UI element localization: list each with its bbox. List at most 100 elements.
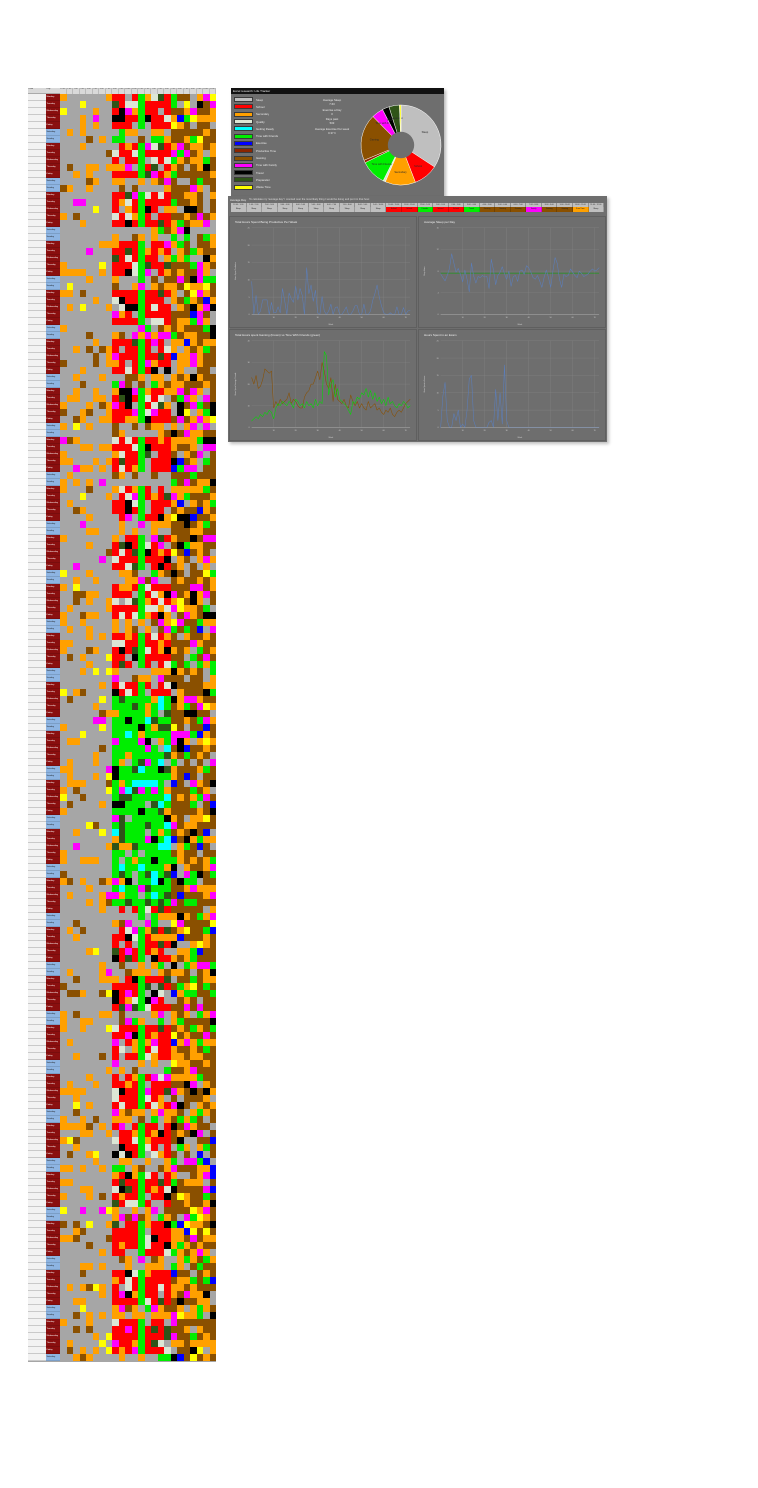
cell-activity[interactable] xyxy=(203,143,210,150)
cell-activity[interactable] xyxy=(157,759,164,766)
cell-activity[interactable] xyxy=(183,451,190,458)
cell-activity[interactable] xyxy=(105,430,112,437)
cell-activity[interactable] xyxy=(164,633,171,640)
cell-activity[interactable] xyxy=(92,941,99,948)
cell-activity[interactable] xyxy=(131,563,138,570)
cell-activity[interactable] xyxy=(60,115,67,122)
cell-activity[interactable] xyxy=(177,297,184,304)
table-row[interactable]: Saturday xyxy=(28,1109,216,1116)
cell-activity[interactable] xyxy=(177,164,184,171)
cell-activity[interactable] xyxy=(196,241,203,248)
cell-activity[interactable] xyxy=(190,290,197,297)
cell-activity[interactable] xyxy=(196,514,203,521)
cell-activity[interactable] xyxy=(131,773,138,780)
cell-activity[interactable] xyxy=(73,654,80,661)
cell-activity[interactable] xyxy=(196,892,203,899)
cell-activity[interactable] xyxy=(86,878,93,885)
cell-activity[interactable] xyxy=(209,192,216,199)
cell-activity[interactable] xyxy=(99,955,106,962)
cell-activity[interactable] xyxy=(209,682,216,689)
cell-activity[interactable] xyxy=(118,1179,125,1186)
cell-activity[interactable] xyxy=(209,444,216,451)
cell-activity[interactable] xyxy=(79,367,86,374)
cell-activity[interactable] xyxy=(164,94,171,101)
cell-activity[interactable] xyxy=(209,752,216,759)
cell-activity[interactable] xyxy=(86,1354,93,1361)
cell-activity[interactable] xyxy=(112,535,119,542)
cell-activity[interactable] xyxy=(112,507,119,514)
cell-activity[interactable] xyxy=(164,381,171,388)
cell-activity[interactable] xyxy=(112,178,119,185)
cell-activity[interactable] xyxy=(177,444,184,451)
cell-activity[interactable] xyxy=(118,178,125,185)
cell-activity[interactable] xyxy=(177,808,184,815)
cell-activity[interactable] xyxy=(99,1116,106,1123)
cell-activity[interactable] xyxy=(79,1088,86,1095)
cell-activity[interactable] xyxy=(164,780,171,787)
cell-activity[interactable] xyxy=(157,416,164,423)
cell-activity[interactable] xyxy=(151,416,158,423)
cell-activity[interactable] xyxy=(92,1165,99,1172)
cell-activity[interactable] xyxy=(170,1200,177,1207)
cell-activity[interactable] xyxy=(79,703,86,710)
cell-activity[interactable] xyxy=(60,423,67,430)
cell-activity[interactable] xyxy=(118,724,125,731)
cell-activity[interactable] xyxy=(86,1193,93,1200)
cell-activity[interactable] xyxy=(73,1200,80,1207)
cell-activity[interactable] xyxy=(177,402,184,409)
cell-activity[interactable] xyxy=(125,115,132,122)
cell-activity[interactable] xyxy=(105,234,112,241)
cell-activity[interactable] xyxy=(164,255,171,262)
cell-activity[interactable] xyxy=(125,1193,132,1200)
cell-activity[interactable] xyxy=(209,437,216,444)
cell-activity[interactable] xyxy=(131,1158,138,1165)
cell-activity[interactable] xyxy=(170,605,177,612)
cell-activity[interactable] xyxy=(170,185,177,192)
cell-activity[interactable] xyxy=(60,1284,67,1291)
cell-activity[interactable] xyxy=(144,528,151,535)
cell-activity[interactable] xyxy=(131,311,138,318)
cell-activity[interactable] xyxy=(118,864,125,871)
cell-activity[interactable] xyxy=(86,227,93,234)
cell-activity[interactable] xyxy=(151,983,158,990)
table-row[interactable]: Tuesday xyxy=(28,640,216,647)
cell-activity[interactable] xyxy=(118,556,125,563)
cell-activity[interactable] xyxy=(203,528,210,535)
cell-activity[interactable] xyxy=(164,1053,171,1060)
cell-activity[interactable] xyxy=(138,360,145,367)
cell-activity[interactable] xyxy=(73,1067,80,1074)
cell-activity[interactable] xyxy=(79,542,86,549)
cell-activity[interactable] xyxy=(164,535,171,542)
cell-activity[interactable] xyxy=(99,829,106,836)
cell-activity[interactable] xyxy=(170,1228,177,1235)
cell-activity[interactable] xyxy=(151,1249,158,1256)
cell-activity[interactable] xyxy=(125,1235,132,1242)
cell-activity[interactable] xyxy=(183,1249,190,1256)
cell-activity[interactable] xyxy=(118,829,125,836)
cell-activity[interactable] xyxy=(209,969,216,976)
cell-activity[interactable] xyxy=(144,1284,151,1291)
cell-activity[interactable] xyxy=(209,318,216,325)
cell-activity[interactable] xyxy=(112,227,119,234)
table-row[interactable]: Saturday xyxy=(28,619,216,626)
cell-activity[interactable] xyxy=(92,339,99,346)
cell-activity[interactable] xyxy=(73,1298,80,1305)
cell-activity[interactable] xyxy=(183,906,190,913)
cell-activity[interactable] xyxy=(86,458,93,465)
cell-activity[interactable] xyxy=(183,745,190,752)
cell-activity[interactable] xyxy=(118,745,125,752)
cell-activity[interactable] xyxy=(138,668,145,675)
cell-activity[interactable] xyxy=(190,234,197,241)
cell-activity[interactable] xyxy=(92,850,99,857)
cell-activity[interactable] xyxy=(99,962,106,969)
cell-activity[interactable] xyxy=(86,556,93,563)
cell-activity[interactable] xyxy=(170,1011,177,1018)
cell-activity[interactable] xyxy=(86,654,93,661)
cell-activity[interactable] xyxy=(79,969,86,976)
cell-activity[interactable] xyxy=(66,1354,73,1361)
cell-activity[interactable] xyxy=(196,696,203,703)
cell-activity[interactable] xyxy=(66,990,73,997)
cell-activity[interactable] xyxy=(196,1039,203,1046)
cell-activity[interactable] xyxy=(125,367,132,374)
cell-activity[interactable] xyxy=(92,1207,99,1214)
